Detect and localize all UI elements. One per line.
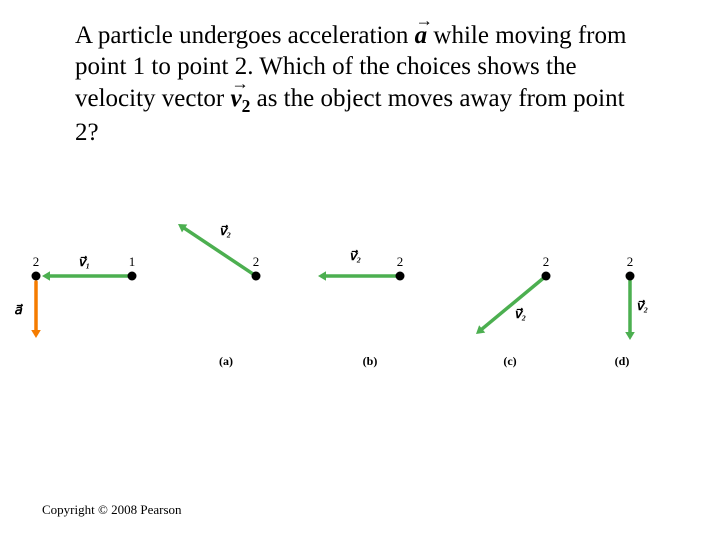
svg-text:a⃗: a⃗	[14, 302, 24, 317]
svg-text:1: 1	[129, 254, 136, 269]
svg-text:v⃗₂: v⃗₂	[219, 223, 231, 238]
svg-text:2: 2	[543, 254, 550, 269]
svg-text:(d): (d)	[615, 354, 630, 368]
svg-text:v⃗₁: v⃗₁	[78, 254, 90, 269]
svg-text:(c): (c)	[503, 354, 516, 368]
svg-text:v⃗₂: v⃗₂	[514, 306, 526, 321]
question-text: A particle undergoes acceleration a whil…	[75, 20, 635, 149]
a-vector: a	[415, 20, 428, 51]
svg-text:2: 2	[33, 254, 40, 269]
svg-text:2: 2	[253, 254, 260, 269]
v2-vector: v2	[231, 83, 251, 118]
svg-text:2: 2	[397, 254, 404, 269]
svg-text:v⃗₂: v⃗₂	[349, 248, 361, 263]
q-t1: A particle undergoes acceleration	[75, 22, 415, 49]
svg-text:(a): (a)	[219, 354, 233, 368]
svg-text:v⃗₂: v⃗₂	[636, 298, 648, 313]
copyright-text: Copyright © 2008 Pearson	[42, 502, 182, 518]
svg-text:(b): (b)	[363, 354, 378, 368]
physics-diagram: 1 2 v⃗₁ a⃗ 2 v⃗₂ (a) 2 v⃗₂ (b) 2 v⃗₂ (c) 2 v⃗₂ (d)	[0, 210, 720, 410]
svg-text:2: 2	[627, 254, 634, 269]
